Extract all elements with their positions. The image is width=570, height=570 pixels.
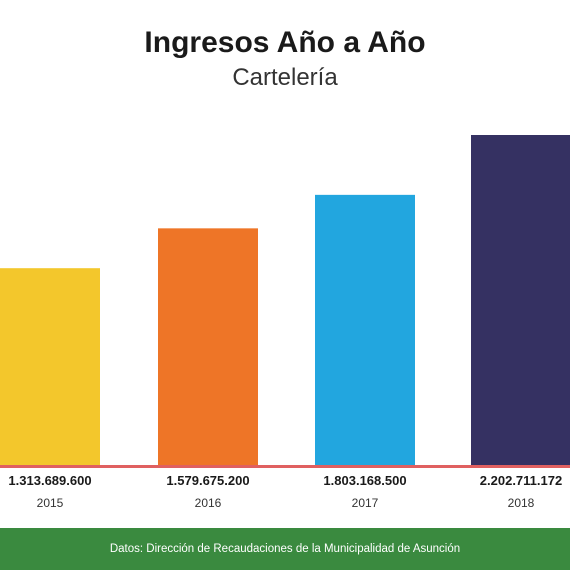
bar-2015	[0, 268, 100, 465]
category-label-2016: 2016	[195, 496, 222, 510]
baseline	[0, 465, 570, 468]
chart-title: Ingresos Año a Año	[144, 26, 426, 59]
category-label-2018: 2018	[508, 496, 535, 510]
bar-2017	[315, 194, 415, 465]
value-label-2015: 1.313.689.600	[8, 473, 91, 488]
category-label-2015: 2015	[37, 496, 64, 510]
value-label-2018: 2.202.711.172	[480, 473, 562, 488]
bar-2016	[158, 228, 258, 465]
bar-2018	[471, 135, 570, 465]
value-label-2016: 1.579.675.200	[166, 473, 249, 488]
source-footer: Datos: Dirección de Recaudaciones de la …	[0, 528, 570, 570]
chart-subtitle: Cartelería	[232, 64, 338, 91]
value-label-2017: 1.803.168.500	[323, 473, 406, 488]
source-text: Datos: Dirección de Recaudaciones de la …	[109, 543, 461, 555]
category-label-2017: 2017	[352, 496, 379, 510]
